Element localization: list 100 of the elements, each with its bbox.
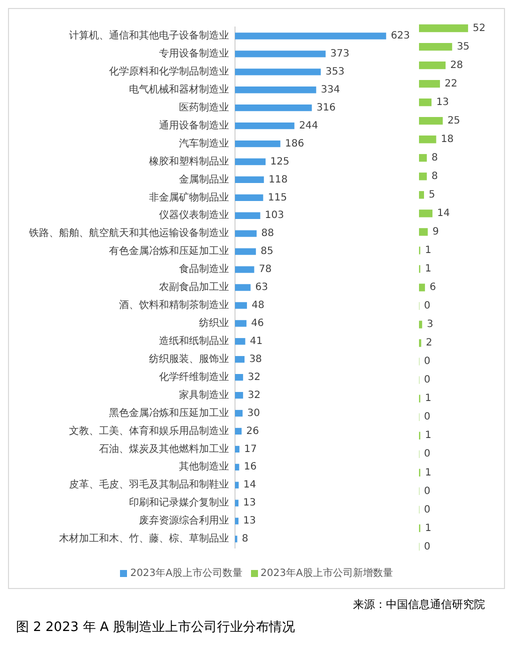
- data-label: 22: [444, 78, 458, 90]
- data-label: 623: [390, 30, 410, 42]
- y-tick-label: 医药制造业: [179, 101, 229, 114]
- bar: [235, 338, 246, 345]
- y-tick-label: 计算机、通信和其他电子设备制造业: [69, 30, 229, 42]
- data-label: 244: [299, 120, 318, 132]
- data-label: 46: [251, 318, 264, 330]
- bar: [419, 80, 440, 88]
- y-tick-label: 专用设备制造业: [159, 48, 229, 60]
- bar: [419, 42, 452, 51]
- data-label: 78: [258, 264, 272, 276]
- y-tick-label: 化学原料和化学制品制造业: [109, 66, 229, 78]
- data-label: 13: [243, 516, 256, 527]
- data-label: 353: [325, 66, 345, 78]
- bar: [235, 500, 238, 506]
- bar: [419, 136, 436, 144]
- text: 图 2 2023 年 A 股制造业上市公司行业分布情况: [16, 619, 296, 636]
- bar: [235, 158, 266, 166]
- data-label: 8: [432, 170, 438, 182]
- y-tick-label: 文教、工美、体育和娱乐用品制造业: [69, 424, 229, 437]
- data-label: 3: [426, 319, 434, 330]
- bar: [419, 172, 427, 180]
- bar: [235, 266, 254, 273]
- data-label: 26: [246, 426, 260, 437]
- bar: [235, 32, 386, 40]
- data-label: 9: [432, 226, 439, 238]
- bar: [235, 212, 260, 219]
- data-label: 14: [437, 208, 450, 220]
- y-tick-label: 金属制品业: [179, 173, 229, 186]
- y-tick-label: 非金属矿物制品业: [149, 191, 229, 204]
- legend-label: 2023年A股上市公司数量: [130, 566, 242, 580]
- data-label: 48: [252, 300, 264, 312]
- data-label: 125: [270, 156, 290, 168]
- bar: [235, 374, 244, 381]
- data-label: 52: [472, 22, 486, 34]
- y-tick-label: 橡胶和塑料制品业: [149, 155, 229, 168]
- y-tick-label: 食品制造业: [179, 263, 229, 276]
- bar: [419, 228, 428, 236]
- data-label: 13: [243, 498, 256, 509]
- data-label: 38: [249, 354, 262, 365]
- data-label: 1: [424, 245, 432, 256]
- data-label: 334: [320, 84, 340, 96]
- bar: [419, 284, 425, 292]
- bar: [235, 86, 316, 94]
- y-tick-label: 汽车制造业: [179, 137, 229, 150]
- bar: [419, 61, 446, 70]
- bar: [235, 50, 326, 58]
- data-label: 0: [424, 356, 430, 368]
- data-label: 103: [264, 210, 284, 222]
- bar: [235, 104, 312, 112]
- bar: [235, 302, 247, 309]
- y-tick-label: 家具制造业: [179, 388, 229, 401]
- data-label: 85: [260, 246, 274, 258]
- bar: [235, 410, 243, 417]
- data-label: 88: [261, 228, 274, 240]
- bar: [419, 210, 432, 218]
- data-label: 0: [424, 374, 430, 386]
- bar: [235, 428, 242, 435]
- data-label: 8: [432, 152, 438, 164]
- data-label: 17: [244, 444, 257, 455]
- data-label: 41: [250, 336, 263, 347]
- data-label: 0: [424, 541, 430, 552]
- data-label: 16: [244, 462, 257, 473]
- data-label: 118: [268, 174, 288, 186]
- data-label: 25: [447, 115, 460, 126]
- bar: [419, 24, 468, 32]
- bar: [235, 284, 251, 291]
- bar: [235, 140, 280, 148]
- y-tick-label: 纺织服装、服饰业: [149, 352, 229, 365]
- bar: [235, 122, 294, 130]
- data-label: 115: [268, 192, 287, 204]
- data-label: 32: [248, 390, 260, 401]
- data-label: 30: [247, 408, 260, 419]
- bar: [235, 68, 321, 76]
- bar: [235, 320, 246, 327]
- y-tick-label: 酒、饮料和精制茶制造业: [119, 299, 229, 312]
- bar: [419, 98, 432, 106]
- y-tick-label: 纺织业: [199, 317, 229, 330]
- bar: [235, 446, 240, 453]
- bar: [235, 248, 256, 255]
- bar: [235, 392, 244, 399]
- bar: [419, 320, 422, 328]
- data-label: 0: [424, 300, 430, 312]
- source-note: 来源：中国信息通信研究院: [352, 597, 485, 612]
- y-tick-label: 电气机械和器材制造业: [129, 83, 229, 96]
- data-label: 0: [424, 448, 430, 460]
- data-label: 63: [255, 282, 268, 294]
- data-label: 8: [242, 534, 248, 545]
- data-label: 0: [424, 504, 430, 516]
- legend-label: 2023年A股上市公司新增数量: [260, 566, 393, 580]
- bar: [419, 191, 424, 199]
- data-label: 18: [440, 134, 454, 145]
- data-label: 1: [424, 430, 432, 442]
- data-label: 1: [424, 393, 432, 404]
- bar: [419, 117, 443, 125]
- y-tick-label: 有色金属冶炼和压延加工业: [109, 245, 229, 258]
- y-tick-label: 其他制造业: [179, 460, 229, 473]
- bar: [235, 176, 264, 184]
- data-label: 35: [456, 41, 470, 52]
- y-tick-label: 木材加工和木、竹、藤、棕、草制品业: [59, 532, 229, 545]
